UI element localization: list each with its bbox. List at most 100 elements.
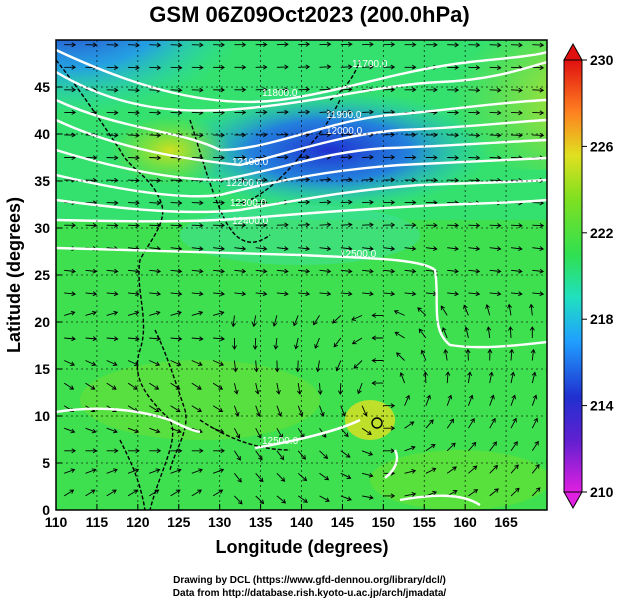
wind-arrow	[191, 291, 204, 297]
wind-arrow	[489, 441, 497, 452]
wind-arrow	[425, 467, 437, 474]
wind-arrow	[362, 268, 374, 274]
wind-arrow	[170, 65, 183, 71]
wind-arrow	[298, 64, 311, 70]
wind-arrow	[510, 246, 523, 252]
wind-arrow	[420, 349, 427, 361]
wind-arrow	[149, 223, 162, 228]
wind-arrow	[191, 87, 204, 93]
center-marker	[371, 417, 383, 429]
wind-arrow	[85, 155, 98, 161]
wind-arrow	[255, 222, 268, 228]
wind-arrow	[362, 494, 374, 500]
wind-arrow	[64, 268, 76, 274]
wind-arrow	[191, 223, 204, 228]
wind-arrow	[85, 222, 98, 228]
wind-arrow	[128, 448, 140, 454]
wind-arrow	[319, 495, 330, 502]
wind-arrow	[255, 87, 268, 93]
wind-arrow	[404, 177, 417, 183]
wind-arrow	[149, 448, 162, 454]
wind-arrow	[532, 223, 545, 228]
wind-arrow	[383, 291, 396, 297]
wind-arrow	[362, 154, 374, 160]
wind-arrow	[319, 132, 332, 137]
x-tick-label: 155	[413, 514, 437, 530]
wind-arrow	[231, 315, 236, 328]
wind-arrow	[213, 155, 225, 161]
wind-arrow	[234, 42, 247, 48]
wind-arrow	[298, 109, 311, 115]
wind-arrow	[510, 132, 523, 138]
wind-arrow	[319, 109, 332, 115]
wind-arrow	[273, 337, 279, 350]
wind-arrow	[276, 472, 286, 482]
wind-arrow	[425, 246, 438, 252]
wind-arrow	[127, 65, 140, 71]
wind-arrow	[298, 41, 311, 47]
wind-arrow	[234, 246, 247, 252]
wind-arrow	[489, 268, 502, 274]
wind-arrow	[213, 87, 225, 93]
wind-arrow	[319, 41, 332, 47]
wind-arrow	[149, 489, 160, 497]
y-tick-label: 15	[34, 361, 50, 377]
wind-arrow	[127, 427, 140, 434]
wind-arrow	[340, 87, 353, 92]
wind-arrow	[361, 450, 374, 456]
wind-arrow	[447, 291, 459, 297]
wind-arrow	[488, 371, 494, 384]
wind-arrow	[255, 200, 268, 205]
wind-arrow	[340, 41, 353, 47]
wind-arrow	[255, 109, 268, 115]
wind-arrow	[149, 200, 162, 206]
wind-arrow	[362, 41, 374, 47]
wind-arrow	[486, 326, 492, 339]
wind-arrow	[149, 155, 162, 161]
wind-arrow	[234, 200, 247, 206]
y-tick-label: 10	[34, 408, 50, 424]
wind-arrow	[446, 442, 456, 452]
wind-arrow	[447, 155, 460, 161]
wind-arrow	[191, 468, 203, 474]
wind-arrow	[338, 383, 343, 395]
contour-label: 12500.0	[340, 249, 377, 260]
wind-arrow	[399, 371, 406, 384]
wind-arrow	[64, 360, 76, 366]
wind-arrow	[149, 132, 162, 138]
wind-arrow	[255, 405, 261, 417]
wind-arrow	[383, 246, 396, 252]
wind-arrow	[298, 268, 311, 274]
wind-arrow	[272, 315, 278, 327]
wind-arrow	[319, 199, 332, 205]
wind-arrow	[170, 268, 183, 274]
wind-arrow	[276, 405, 282, 417]
wind-arrow	[297, 450, 306, 460]
wind-arrow	[149, 178, 162, 183]
grid-lines	[56, 40, 547, 510]
wind-arrow	[319, 64, 332, 70]
wind-arrow	[425, 155, 438, 160]
wind-arrow	[64, 42, 77, 48]
wind-arrow	[489, 110, 502, 116]
wind-arrow	[319, 405, 325, 417]
wind-arrow	[106, 468, 118, 474]
wind-arrow	[362, 246, 374, 252]
wind-arrow	[510, 42, 523, 48]
wind-arrow	[106, 110, 119, 116]
wind-arrow	[532, 42, 545, 48]
wind-arrow	[351, 314, 363, 321]
wind-arrow	[127, 155, 140, 161]
wind-arrow	[404, 468, 417, 474]
wind-arrow	[489, 488, 499, 497]
wind-arrow	[485, 303, 491, 316]
wind-arrow	[489, 65, 502, 71]
wind-arrow	[85, 360, 97, 366]
colorbar-bottom-triangle	[563, 491, 583, 510]
wind-arrow	[489, 291, 502, 297]
colorbar-tick-label: 210	[590, 484, 614, 500]
wind-arrow	[447, 132, 460, 138]
wind-arrow	[468, 42, 481, 48]
wind-arrow	[510, 87, 523, 93]
wind-arrow	[404, 200, 417, 205]
